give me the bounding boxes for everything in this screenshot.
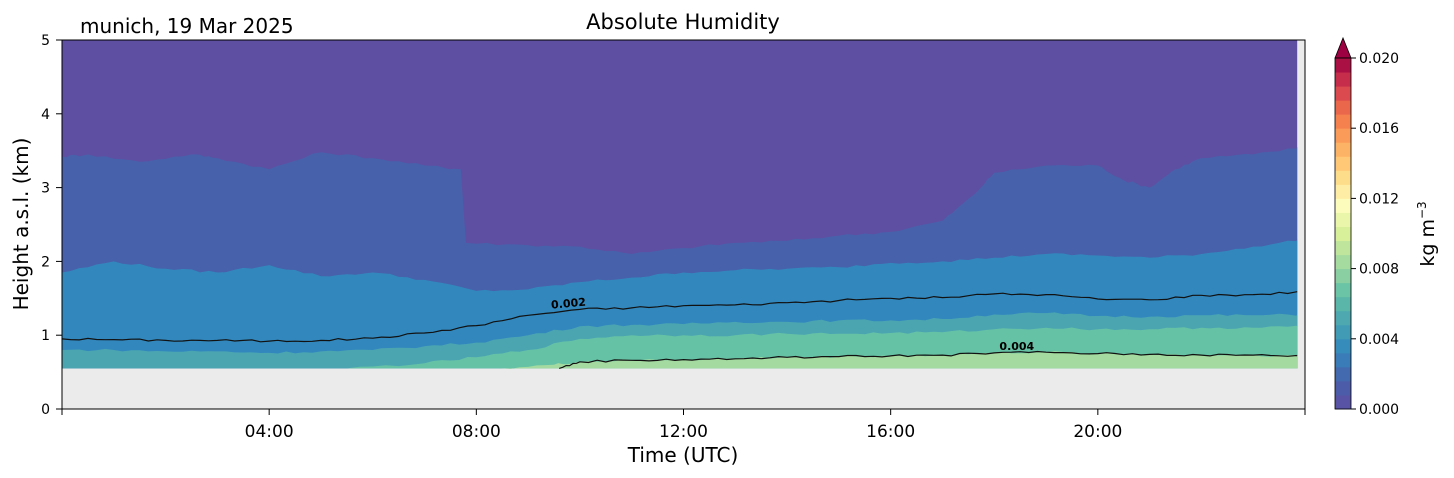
y-tick-label: 3 (41, 181, 50, 197)
colorbar-label: kg m−3 (1415, 201, 1439, 266)
y-tick-label: 0 (41, 402, 50, 418)
colorbar-segment (1335, 254, 1351, 270)
colorbar-segment (1335, 282, 1351, 298)
location-date-label: munich, 19 Mar 2025 (80, 14, 294, 38)
x-tick-label: 04:00 (245, 422, 294, 442)
colorbar-segment (1335, 86, 1351, 101)
colorbar-segment (1335, 156, 1351, 171)
contour-label-0-004: 0.004 (999, 340, 1034, 353)
x-tick-label: 08:00 (452, 422, 501, 442)
colorbar-segment (1335, 128, 1351, 143)
colorbar-segment (1335, 184, 1351, 199)
colorbar-segment (1335, 352, 1351, 368)
colorbar-segment (1335, 114, 1351, 129)
colorbar: 0.000 0.004 0.008 0.012 0.016 0.020 kg m−3 (1334, 36, 1439, 418)
colorbar-segment (1335, 58, 1351, 73)
colorbar-segment (1335, 198, 1351, 213)
y-tick-label: 5 (41, 33, 50, 49)
y-tick-label: 2 (41, 254, 50, 270)
colorbar-segment (1335, 268, 1351, 284)
contour-label-0-002: 0.002 (551, 296, 587, 312)
colorbar-segment (1335, 296, 1351, 312)
colorbar-segment (1335, 212, 1351, 227)
x-tick-label: 20:00 (1073, 422, 1122, 442)
humidity-band-5 (502, 351, 1298, 369)
colorbar-segment (1335, 142, 1351, 157)
x-axis-label: Time (UTC) (627, 443, 739, 467)
colorbar-segment (1335, 394, 1351, 410)
colorbar-segment (1335, 72, 1351, 87)
colorbar-label-exponent: −3 (1415, 201, 1429, 219)
colorbar-segment (1335, 100, 1351, 115)
colorbar-segment (1335, 170, 1351, 185)
x-tick-label: 12:00 (659, 422, 708, 442)
colorbar-frame (1334, 57, 1352, 410)
colorbar-tick-label: 0.020 (1359, 51, 1399, 67)
colorbar-segment (1335, 380, 1351, 396)
x-tick-label: 16:00 (866, 422, 915, 442)
colorbar-segment (1335, 338, 1351, 354)
colorbar-tick-label: 0.008 (1359, 262, 1399, 278)
colorbar-tick-label: 0.016 (1359, 121, 1399, 137)
colorbar-extend-arrow (1334, 36, 1352, 59)
colorbar-segment (1335, 226, 1351, 242)
colorbar-tick-label: 0.000 (1359, 402, 1399, 418)
colorbar-segment (1335, 324, 1351, 340)
colorbar-segment (1335, 366, 1351, 382)
colorbar-segment (1335, 310, 1351, 326)
colorbar-tick-label: 0.012 (1359, 191, 1399, 207)
contour-line-0.002 (62, 291, 1298, 343)
y-axis-label: Height a.s.l. (km) (9, 138, 33, 311)
y-tick-label: 4 (41, 107, 50, 123)
colorbar-tick-label: 0.004 (1359, 332, 1399, 348)
chart-title: Absolute Humidity (586, 10, 780, 34)
contour-line-0.004 (559, 350, 1298, 369)
colorbar-label-unit: kg m (1417, 219, 1439, 267)
y-tick-label: 1 (41, 328, 50, 344)
colorbar-segment (1335, 240, 1351, 256)
